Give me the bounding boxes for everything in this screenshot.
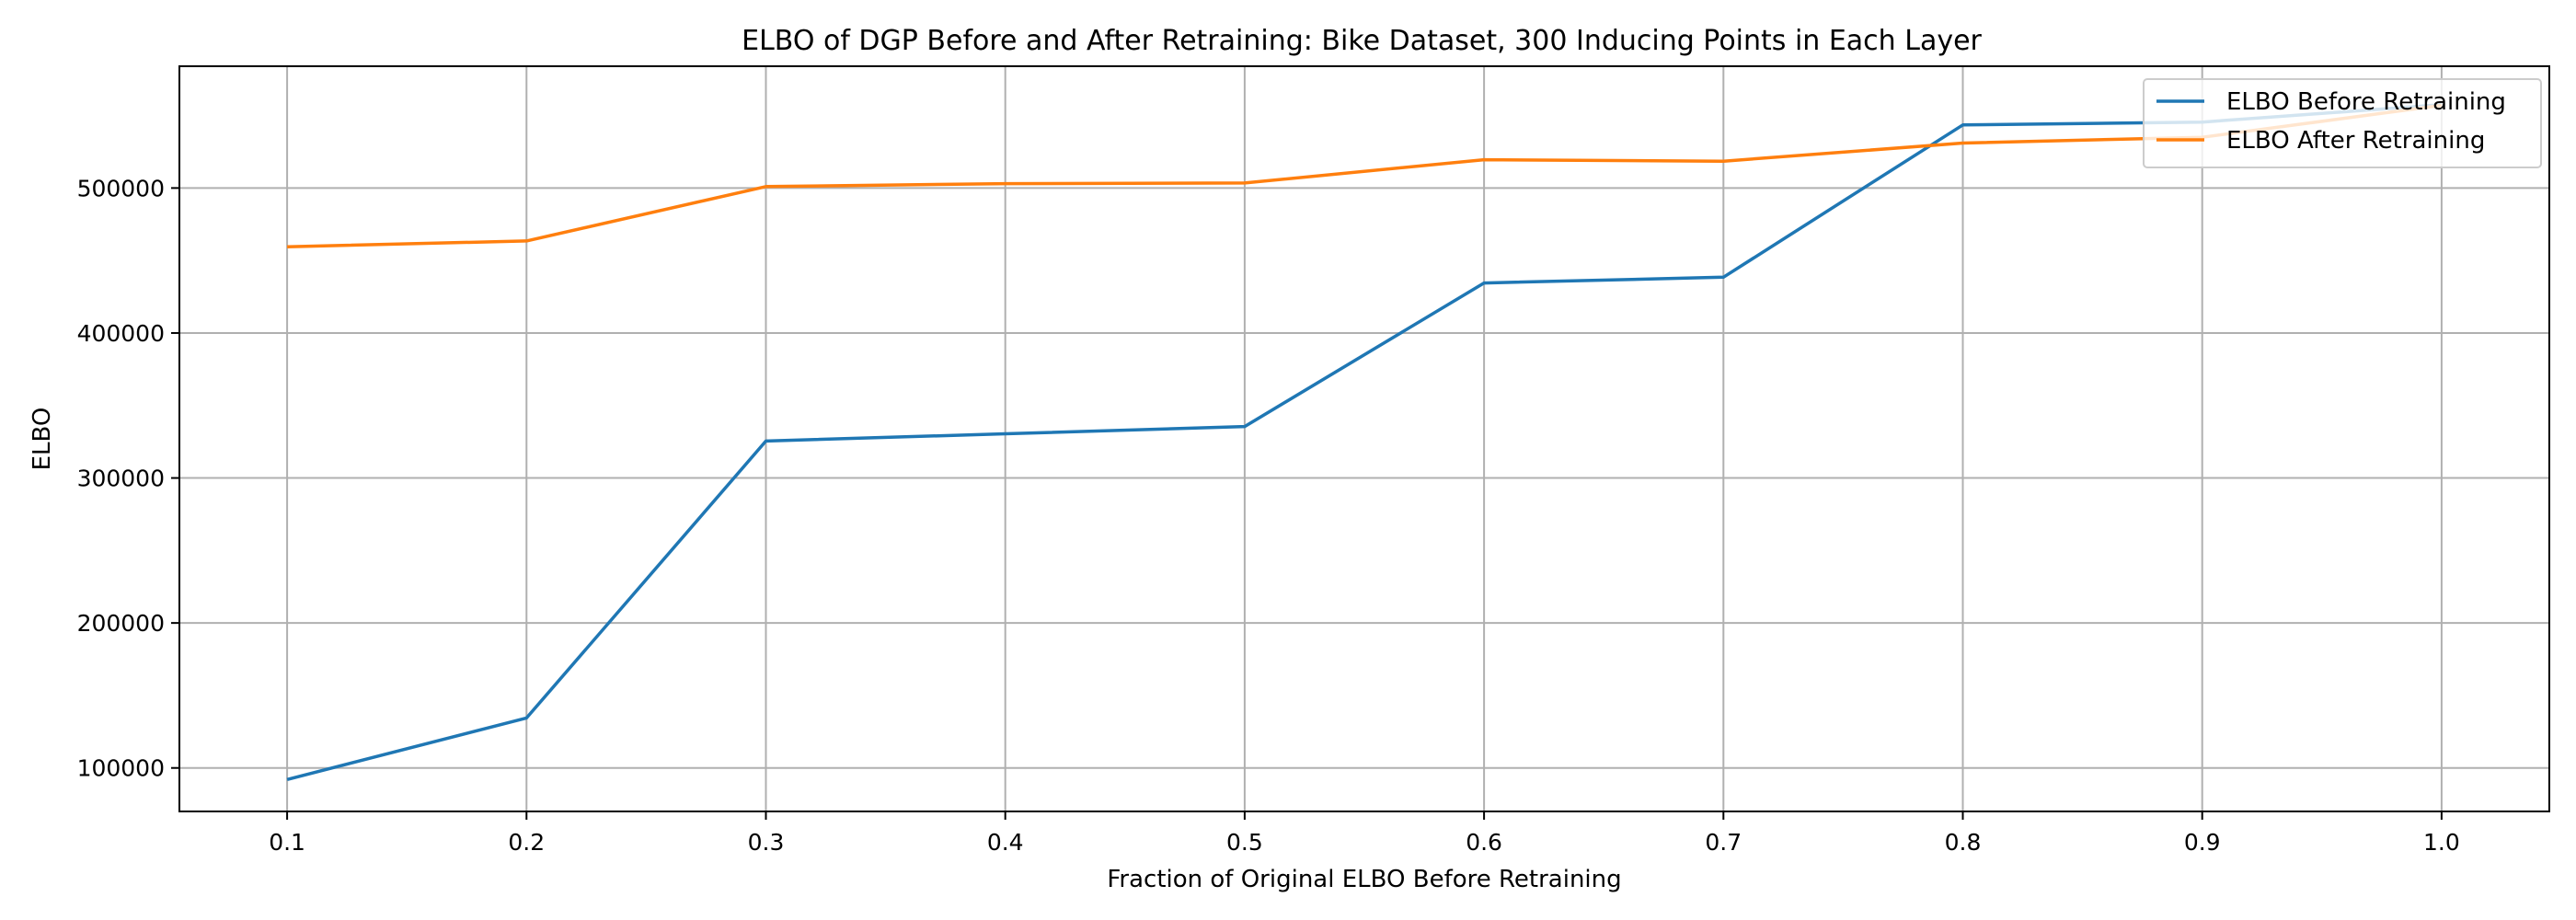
y-tick-label: 100000	[77, 755, 165, 782]
grid	[179, 66, 2549, 811]
x-tick-label: 0.4	[987, 829, 1024, 856]
legend: ELBO Before Retraining ELBO After Retrai…	[2143, 78, 2542, 168]
x-tick-label: 1.0	[2423, 829, 2460, 856]
x-tick-label: 0.7	[1705, 829, 1742, 856]
legend-box	[2143, 78, 2542, 168]
x-tick-label: 0.6	[1466, 829, 1502, 856]
y-tick-label: 300000	[77, 466, 165, 492]
y-tick-label: 500000	[77, 175, 165, 201]
x-axis-label: Fraction of Original ELBO Before Retrain…	[1107, 866, 1621, 893]
y-tick-label: 400000	[77, 320, 165, 347]
plot-frame	[178, 65, 2550, 812]
series-line-after-retraining	[287, 103, 2443, 248]
y-axis-ticks: 100000 200000 300000 400000 500000	[77, 175, 179, 782]
y-axis-label: ELBO	[29, 408, 56, 471]
x-tick-label: 0.9	[2184, 829, 2221, 856]
y-tick-label: 200000	[77, 610, 165, 637]
chart-title: ELBO of DGP Before and After Retraining:…	[742, 25, 1982, 57]
x-axis-ticks: 0.1 0.2 0.3 0.4 0.5 0.6 0.7 0.8 0.9 1.0	[269, 811, 2460, 856]
x-tick-label: 0.8	[1945, 829, 1982, 856]
x-tick-label: 0.5	[1226, 829, 1263, 856]
series-lines	[286, 103, 2443, 781]
legend-label-after: ELBO After Retraining	[2226, 127, 2485, 155]
x-tick-label: 0.3	[748, 829, 785, 856]
legend-label-before: ELBO Before Retraining	[2226, 88, 2506, 116]
x-tick-label: 0.1	[269, 829, 305, 856]
x-tick-label: 0.2	[508, 829, 545, 856]
series-line-before-retraining	[286, 103, 2443, 781]
